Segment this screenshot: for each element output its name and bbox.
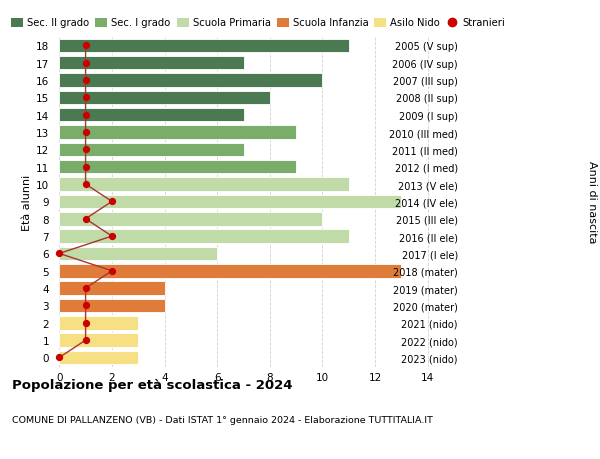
Point bbox=[81, 319, 91, 327]
Bar bbox=[59, 143, 244, 157]
Bar bbox=[59, 74, 322, 88]
Bar bbox=[59, 264, 401, 278]
Bar bbox=[59, 39, 349, 53]
Point bbox=[81, 77, 91, 84]
Point bbox=[81, 285, 91, 292]
Point bbox=[107, 233, 117, 240]
Point bbox=[81, 112, 91, 119]
Bar bbox=[59, 316, 138, 330]
Point bbox=[81, 95, 91, 102]
Bar bbox=[59, 334, 138, 347]
Point bbox=[81, 146, 91, 154]
Bar bbox=[59, 57, 244, 70]
Bar bbox=[59, 195, 401, 209]
Y-axis label: Età alunni: Età alunni bbox=[22, 174, 32, 230]
Point bbox=[55, 250, 64, 257]
Point bbox=[81, 129, 91, 136]
Bar bbox=[59, 230, 349, 243]
Point bbox=[107, 198, 117, 206]
Bar bbox=[59, 178, 349, 191]
Bar bbox=[59, 282, 164, 295]
Point bbox=[107, 268, 117, 275]
Text: COMUNE DI PALLANZENO (VB) - Dati ISTAT 1° gennaio 2024 - Elaborazione TUTTITALIA: COMUNE DI PALLANZENO (VB) - Dati ISTAT 1… bbox=[12, 415, 433, 425]
Bar bbox=[59, 126, 296, 140]
Bar bbox=[59, 109, 244, 122]
Text: Anni di nascita: Anni di nascita bbox=[587, 161, 597, 243]
Point bbox=[81, 302, 91, 309]
Point bbox=[81, 337, 91, 344]
Legend: Sec. II grado, Sec. I grado, Scuola Primaria, Scuola Infanzia, Asilo Nido, Stran: Sec. II grado, Sec. I grado, Scuola Prim… bbox=[11, 18, 505, 28]
Bar bbox=[59, 351, 138, 364]
Point bbox=[81, 216, 91, 223]
Point bbox=[81, 164, 91, 171]
Text: Popolazione per età scolastica - 2024: Popolazione per età scolastica - 2024 bbox=[12, 379, 293, 392]
Bar bbox=[59, 91, 270, 105]
Bar bbox=[59, 161, 296, 174]
Point bbox=[55, 354, 64, 361]
Bar bbox=[59, 213, 322, 226]
Bar bbox=[59, 247, 217, 261]
Point bbox=[81, 60, 91, 67]
Bar bbox=[59, 299, 164, 313]
Point bbox=[81, 181, 91, 188]
Point bbox=[81, 43, 91, 50]
